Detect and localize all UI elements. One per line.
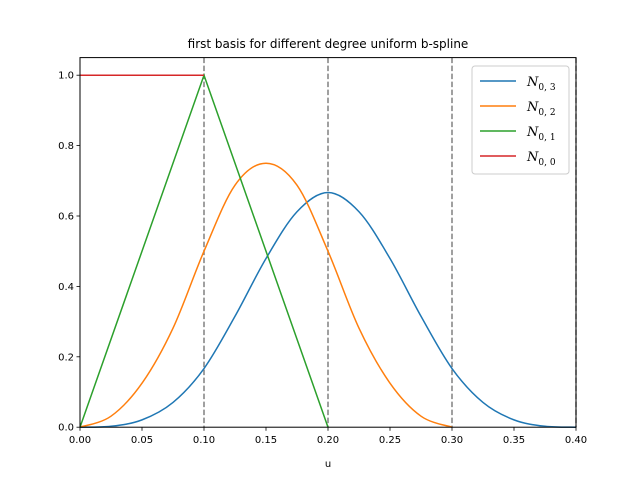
y-tick-label: 0.0 — [58, 423, 74, 434]
x-tick-label: 0.10 — [193, 435, 215, 446]
x-tick-label: 0.30 — [441, 435, 463, 446]
x-tick-label: 0.00 — [69, 435, 91, 446]
chart-title: first basis for different degree uniform… — [188, 37, 469, 51]
y-tick-label: 0.8 — [58, 141, 74, 152]
x-axis-label: u — [325, 459, 331, 470]
x-tick-label: 0.20 — [317, 435, 339, 446]
x-tick-label: 0.40 — [565, 435, 587, 446]
legend-entry-label: N0, 3 — [526, 75, 556, 93]
y-axis-ticks: 0.0 0.2 0.4 0.6 0.8 1.0 — [58, 71, 80, 434]
legend: N0, 3 N0, 2 N0, 1 N0, 0 — [471, 65, 570, 175]
y-tick-label: 0.6 — [58, 212, 74, 223]
series-layer — [79, 72, 577, 428]
x-tick-label: 0.35 — [503, 435, 525, 446]
y-tick-label: 0.4 — [58, 282, 74, 293]
x-tick-label: 0.15 — [255, 435, 277, 446]
legend-box — [471, 65, 570, 175]
x-tick-label: 0.05 — [131, 435, 153, 446]
legend-entry-label: N0, 2 — [526, 100, 556, 118]
y-tick-label: 1.0 — [58, 71, 74, 82]
x-axis-ticks: 0.00 0.05 0.10 0.15 0.20 0.25 0.30 0.35 0.40 — [69, 427, 587, 446]
series-line-03 — [79, 191, 577, 428]
legend-entry-label: N0, 0 — [526, 150, 556, 168]
y-tick-label: 0.2 — [58, 352, 74, 363]
x-tick-label: 0.25 — [379, 435, 401, 446]
series-line-02 — [79, 162, 453, 428]
legend-entry-label: N0, 1 — [526, 125, 556, 143]
